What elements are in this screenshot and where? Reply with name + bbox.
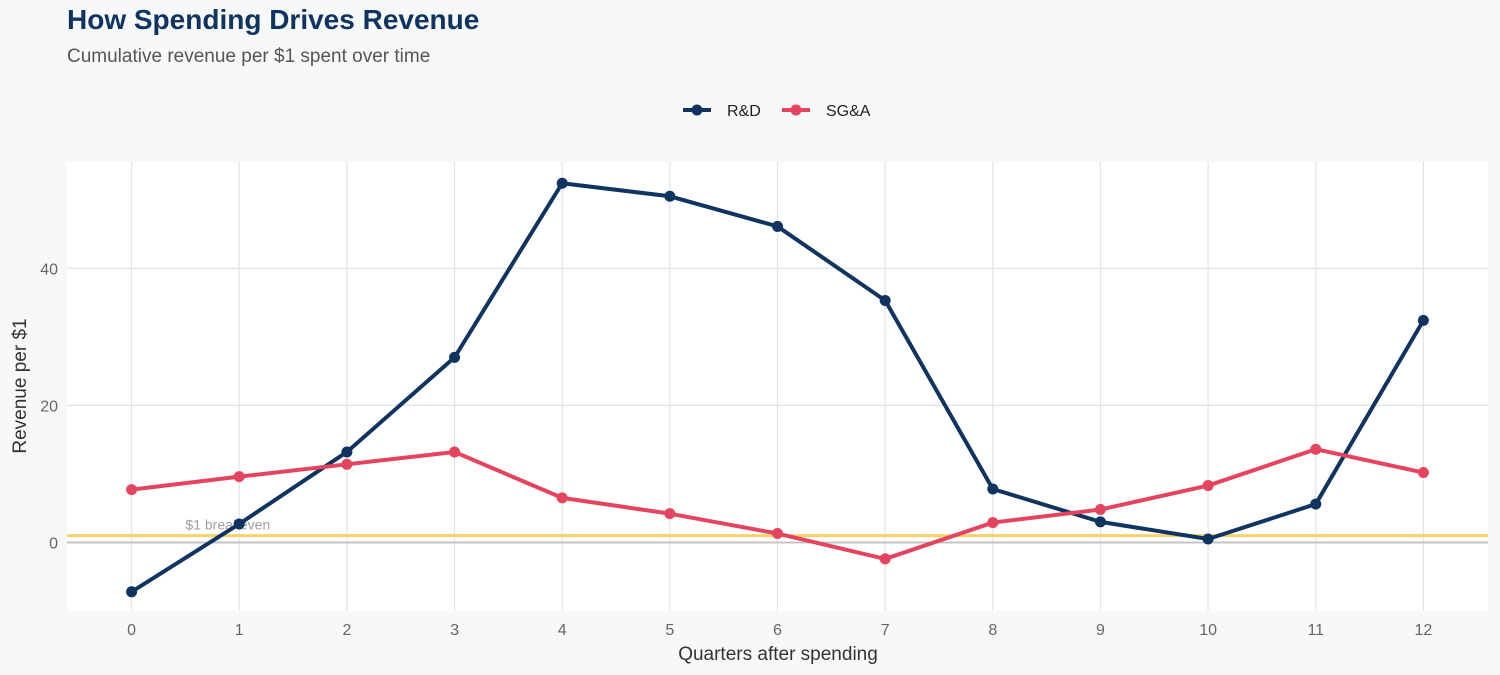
y-tick-label: 20	[40, 398, 58, 415]
legend-label: R&D	[727, 103, 761, 120]
x-tick-label: 0	[127, 622, 136, 639]
data-point	[233, 471, 245, 483]
data-point	[772, 220, 783, 232]
legend-item: SG&A	[782, 103, 871, 120]
x-tick-label: 7	[881, 622, 890, 639]
data-point	[341, 446, 353, 458]
legend-marker	[790, 104, 802, 116]
x-tick-label: 11	[1307, 622, 1324, 639]
data-point	[556, 177, 568, 189]
data-point	[1202, 533, 1214, 545]
data-point	[664, 190, 676, 202]
data-point	[449, 446, 461, 458]
legend-label: SG&A	[826, 103, 871, 120]
data-point	[987, 517, 999, 529]
y-axis-ticks: 0 20 40	[40, 261, 58, 552]
x-axis-ticks: 0 1 2 3 4 5 6 7 8 9 10 11 12	[127, 622, 1432, 639]
legend-marker	[691, 104, 703, 116]
x-tick-label: 10	[1199, 622, 1217, 639]
x-tick-label: 3	[450, 622, 459, 639]
x-tick-label: 2	[342, 622, 351, 639]
data-point	[1310, 443, 1322, 455]
x-tick-label: 6	[773, 622, 782, 639]
x-tick-label: 5	[665, 622, 674, 639]
series-rnd	[126, 177, 1429, 598]
data-point	[556, 492, 568, 504]
y-axis-title: Revenue per $1	[10, 318, 31, 453]
data-point	[233, 518, 245, 530]
series-sga	[126, 443, 1429, 565]
data-point	[1310, 498, 1322, 510]
x-tick-label: 4	[558, 622, 567, 639]
x-tick-label: 1	[235, 622, 244, 639]
data-point	[126, 586, 138, 598]
x-axis-title: Quarters after spending	[678, 644, 878, 665]
legend: R&D SG&A	[683, 103, 871, 120]
x-tick-label: 12	[1415, 622, 1433, 639]
breakeven-label: $1 breakeven	[185, 517, 270, 533]
data-point	[987, 483, 999, 495]
data-point	[449, 351, 461, 363]
data-point	[1094, 516, 1106, 528]
data-point	[772, 528, 783, 540]
x-tick-label: 8	[988, 622, 997, 639]
chart-title: How Spending Drives Revenue	[67, 4, 480, 35]
data-point	[1202, 480, 1214, 492]
data-point	[879, 553, 891, 565]
data-point	[126, 484, 138, 496]
data-point	[341, 458, 353, 470]
data-point	[1417, 467, 1429, 479]
x-tick-label: 9	[1096, 622, 1105, 639]
legend-item: R&D	[683, 103, 761, 120]
data-point	[879, 294, 891, 306]
data-point	[1094, 504, 1106, 516]
y-tick-label: 40	[40, 261, 58, 278]
data-point	[1417, 314, 1429, 326]
chart-subtitle: Cumulative revenue per $1 spent over tim…	[67, 46, 431, 67]
data-point	[664, 508, 676, 520]
series-group	[126, 177, 1429, 598]
y-tick-label: 0	[49, 535, 58, 552]
